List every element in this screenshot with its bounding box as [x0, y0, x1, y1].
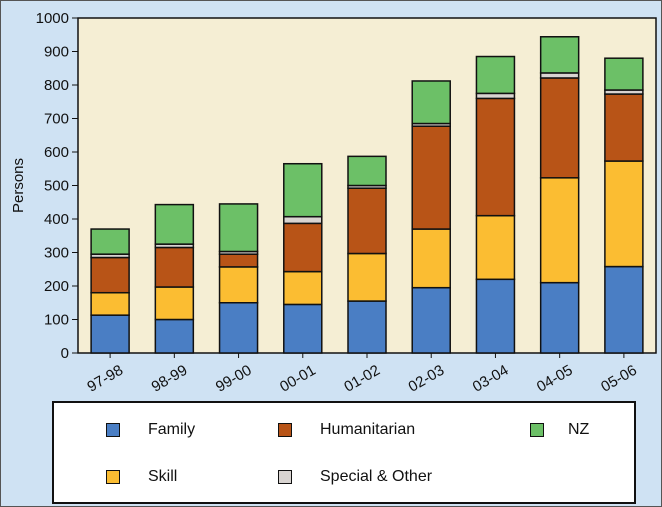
bar-segment-family [411, 286, 451, 354]
x-tick-label: 97-98 [84, 362, 126, 396]
x-tick-label: 98-99 [149, 362, 191, 396]
legend-item-special-other: Special & Other [278, 468, 432, 486]
legend-item-skill: Skill [106, 468, 177, 486]
bar-segment-humanitarian [604, 93, 644, 162]
bar-segment-humanitarian [475, 97, 516, 217]
legend-label-nz: NZ [568, 421, 590, 438]
bar-segment-skill [475, 214, 516, 281]
y-tick-label: 500 [44, 178, 69, 195]
bar-segment-family [475, 278, 516, 354]
bar-segment-skill [90, 291, 130, 316]
bar-segment-skill [154, 286, 195, 321]
bar-segment-family [347, 300, 387, 354]
bar-segment-nz [347, 155, 387, 187]
y-axis: 0 100 200 300 400 500 600 700 800 900 1000 [36, 10, 78, 362]
bar-segment-skill [218, 266, 259, 304]
x-tick-label: 01-02 [341, 362, 383, 396]
bar-segment-special-other [283, 215, 323, 225]
y-tick-label: 800 [44, 77, 69, 94]
bar-segment-skill [283, 270, 323, 306]
bar-segment-nz [411, 80, 451, 125]
y-tick-label: 0 [61, 345, 69, 362]
legend-item-family: Family [106, 421, 195, 439]
bars-group [90, 36, 644, 354]
legend-label-humanitarian: Humanitarian [320, 421, 416, 438]
bar-segment-family [154, 318, 195, 354]
x-axis: 97-98 98-99 99-00 00-01 01-02 02-03 03-04 04-05… [84, 353, 640, 396]
y-tick-label: 400 [44, 211, 69, 228]
legend-swatch-humanitarian [278, 423, 292, 437]
legend-label-family: Family [148, 421, 196, 438]
y-tick-label: 600 [44, 144, 69, 161]
bar-segment-family [283, 303, 323, 354]
y-tick-label: 100 [44, 312, 69, 329]
legend-label-special-other: Special & Other [320, 468, 433, 485]
bar-segment-humanitarian [218, 253, 259, 268]
stacked-bar-chart: 0 100 200 300 400 500 600 700 800 900 1000 97-98 98… [10, 10, 657, 396]
x-tick-label: 05-06 [598, 362, 640, 396]
y-tick-label: 900 [44, 44, 69, 61]
bar-segment-family [218, 302, 259, 354]
bar-segment-humanitarian [411, 125, 451, 230]
bar-segment-humanitarian [347, 187, 387, 255]
legend-swatch-family [106, 423, 120, 437]
bar-segment-humanitarian [283, 222, 323, 273]
x-tick-label: 02-03 [405, 362, 447, 396]
bar-segment-skill [604, 160, 644, 268]
bar-segment-family [90, 314, 130, 354]
bar-segment-humanitarian [539, 77, 580, 179]
y-tick-label: 1000 [36, 10, 69, 27]
y-tick-label: 300 [44, 245, 69, 262]
bar-segment-nz [604, 57, 644, 91]
legend-label-skill: Skill [148, 468, 178, 485]
x-tick-label: 04-05 [534, 362, 576, 396]
bar-segment-nz [218, 203, 259, 253]
x-tick-label: 99-00 [213, 362, 255, 396]
bar-segment-skill [539, 177, 580, 284]
legend: Family Humanitarian NZ Skill Special & O… [52, 401, 636, 504]
bar-segment-nz [283, 162, 323, 218]
bar-segment-nz [539, 36, 580, 74]
bar-segment-nz [475, 55, 516, 95]
bar-segment-skill [411, 228, 451, 289]
bar-segment-nz [154, 203, 195, 245]
legend-swatch-skill [106, 470, 120, 484]
bar-segment-special-other [539, 72, 580, 79]
bar-segment-nz [90, 228, 130, 255]
x-tick-label: 00-01 [277, 362, 319, 396]
bar-segment-family [604, 265, 644, 354]
bar-segment-special-other [475, 92, 516, 100]
bar-segment-skill [347, 252, 387, 302]
y-axis-label: Persons [10, 158, 27, 213]
y-tick-label: 700 [44, 111, 69, 128]
bar-segment-humanitarian [154, 246, 195, 288]
bar-segment-family [539, 281, 580, 354]
x-tick-label: 03-04 [470, 362, 512, 396]
legend-swatch-nz [530, 423, 544, 437]
bar-segment-humanitarian [90, 256, 130, 294]
legend-swatch-special-other [278, 470, 292, 484]
legend-item-nz: NZ [530, 421, 589, 439]
legend-item-humanitarian: Humanitarian [278, 421, 415, 439]
y-tick-label: 200 [44, 278, 69, 295]
